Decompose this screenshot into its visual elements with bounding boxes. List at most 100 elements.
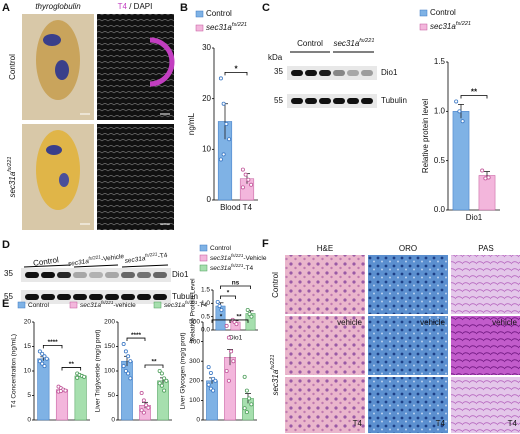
data-point <box>247 396 252 401</box>
data-point <box>240 185 245 190</box>
column-label: T4 / DAPI <box>118 2 153 11</box>
legend-label-part: fs/221 <box>231 253 244 258</box>
data-point <box>121 364 126 369</box>
blot-band <box>89 272 103 278</box>
legend-label: Control <box>206 9 232 18</box>
bar <box>452 111 470 211</box>
panel-f-images <box>285 255 520 433</box>
blot-band <box>137 294 151 300</box>
data-point <box>139 408 144 413</box>
marker-label: 35 <box>4 269 13 278</box>
group-line <box>23 264 71 268</box>
image-label: T4 <box>436 419 446 428</box>
data-point <box>217 303 222 308</box>
legend-label-part: -Vehicle <box>243 255 267 262</box>
legend-label: sec31afs/221-T4 <box>210 263 253 272</box>
data-point <box>40 361 45 366</box>
blot-band <box>89 294 103 300</box>
data-point <box>486 175 491 180</box>
data-point <box>234 322 239 327</box>
legend-label: sec31afs/221 <box>430 21 471 31</box>
data-point <box>126 371 131 376</box>
group-label: Control <box>33 255 60 268</box>
significance-label: * <box>220 314 223 321</box>
y-axis-label: Liver Glycogen (mg/g prot) <box>180 333 187 410</box>
data-point <box>37 349 42 354</box>
y-tick-label: 5 <box>27 392 31 399</box>
blot-band <box>305 70 317 76</box>
blot-band <box>333 70 345 76</box>
blot-strip <box>21 268 171 282</box>
y-tick-label: 0.5 <box>434 156 446 165</box>
group-line <box>121 264 169 268</box>
blot-band <box>319 98 331 104</box>
blot-band <box>153 294 167 300</box>
y-tick-label: 0 <box>196 417 200 424</box>
blot-band <box>361 70 373 76</box>
column-label: thyroglobulin <box>35 2 81 11</box>
legend-label: Control <box>28 302 50 309</box>
row-label: Control <box>8 54 17 80</box>
data-point <box>229 349 234 354</box>
y-axis-label: Relative Protein Level <box>190 278 197 342</box>
blot-band <box>305 98 317 104</box>
data-point <box>460 119 465 124</box>
y-tick-label: 300 <box>189 358 200 365</box>
column-label: H&E <box>317 244 333 253</box>
bar <box>37 358 50 421</box>
y-tick-label: 1.5 <box>434 57 446 66</box>
blot-band <box>57 294 71 300</box>
data-point <box>244 388 249 393</box>
legend-label-part: Control <box>210 245 232 252</box>
y-tick-label: 30 <box>202 43 211 52</box>
data-point <box>146 405 151 410</box>
data-point <box>121 342 126 347</box>
group-label-part: sec31a <box>68 258 90 268</box>
legend-label-part: fs/221 <box>101 300 114 305</box>
data-point <box>82 374 87 379</box>
data-point <box>141 410 146 415</box>
legend-swatch <box>419 23 428 31</box>
data-point <box>206 382 211 387</box>
row-label-part: sec31a <box>271 369 280 395</box>
legend-swatch <box>199 244 208 252</box>
data-point <box>246 177 251 182</box>
blot-band <box>25 294 39 300</box>
significance-bracket <box>61 367 82 371</box>
data-point <box>75 375 80 380</box>
row-label: sec31afs/221 <box>270 354 280 395</box>
legend-swatch <box>69 301 78 309</box>
blot-band <box>41 294 55 300</box>
group-label: sec31afs/221-Vehicle <box>67 251 125 268</box>
significance-bracket <box>460 95 488 99</box>
data-point <box>58 389 63 394</box>
data-point <box>157 381 162 386</box>
data-point <box>224 122 229 127</box>
column-label: ORO <box>399 244 417 253</box>
image-label: T4 <box>508 419 518 428</box>
significance-bracket <box>224 72 248 76</box>
y-tick-label: 100 <box>104 368 115 375</box>
data-point <box>37 359 42 364</box>
panel-label: E <box>2 298 9 310</box>
stain-label: / DAPI <box>127 2 152 11</box>
group-label-part: sec31a <box>333 39 359 48</box>
legend-label-part: fs/221 <box>456 21 471 27</box>
marker-label: 55 <box>274 96 283 105</box>
y-tick-label: 150 <box>104 343 115 350</box>
data-point <box>245 307 250 312</box>
significance-label: ** <box>151 359 157 366</box>
legend-swatch <box>199 254 208 262</box>
significance-label: ** <box>69 361 75 368</box>
data-point <box>480 168 485 173</box>
legend-swatch <box>17 301 26 309</box>
significance-label: **** <box>48 339 59 346</box>
data-point <box>164 378 169 383</box>
y-tick-label: 1.5 <box>201 287 210 294</box>
data-point <box>226 335 231 340</box>
data-point <box>242 374 247 379</box>
blot-band <box>121 294 135 300</box>
y-tick-label: 20 <box>24 319 32 326</box>
blot-band <box>137 272 151 278</box>
